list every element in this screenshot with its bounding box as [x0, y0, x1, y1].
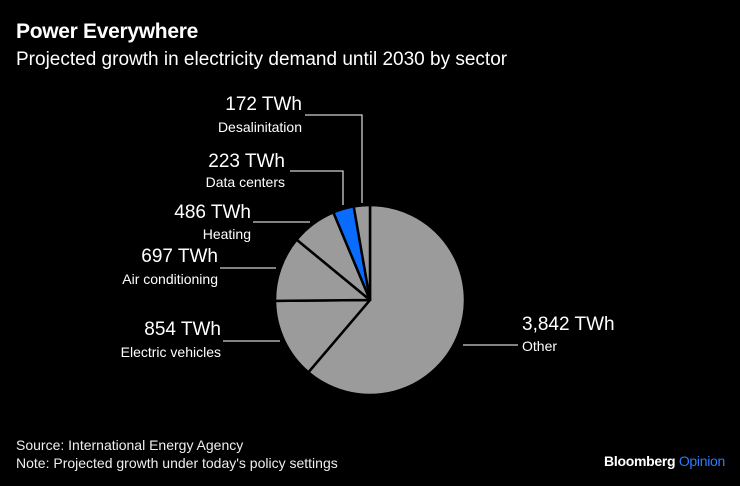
footnote: Note: Projected growth under today's pol… — [16, 455, 338, 471]
label-category-electric-vehicles: Electric vehicles — [120, 344, 221, 360]
brand-section: Opinion — [678, 453, 725, 469]
label-value-electric-vehicles: 854 TWh — [144, 319, 221, 340]
pie-slice-electric-vehicles — [273, 298, 372, 374]
label-value-other: 3,842 TWh — [522, 314, 615, 335]
pie-slice-desalinitation — [352, 203, 372, 302]
label-value-heating: 486 TWh — [174, 202, 251, 223]
chart-title: Power Everywhere — [16, 20, 198, 43]
leader-line-desalinitation — [305, 114, 363, 203]
label-category-heating: Heating — [202, 226, 251, 242]
label-value-data-centers: 223 TWh — [208, 151, 285, 172]
brand-logo: Bloomberg Opinion — [604, 453, 725, 469]
label-category-desalinitation: Desalinitation — [217, 119, 302, 135]
pie-slice-other — [307, 203, 467, 397]
label-value-desalinitation: 172 TWh — [225, 94, 302, 115]
chart-subtitle: Projected growth in electricity demand u… — [16, 49, 508, 70]
label-category-data-centers: Data centers — [205, 174, 285, 190]
label-value-air-conditioning: 697 TWh — [141, 246, 218, 267]
source-note: Source: International Energy Agency — [16, 437, 244, 453]
leader-line-data-centers — [290, 170, 344, 205]
label-category-other: Other — [522, 338, 558, 354]
pie-slice-air-conditioning — [273, 238, 372, 303]
label-category-air-conditioning: Air conditioning — [122, 271, 218, 287]
brand-name: Bloomberg — [604, 453, 676, 469]
